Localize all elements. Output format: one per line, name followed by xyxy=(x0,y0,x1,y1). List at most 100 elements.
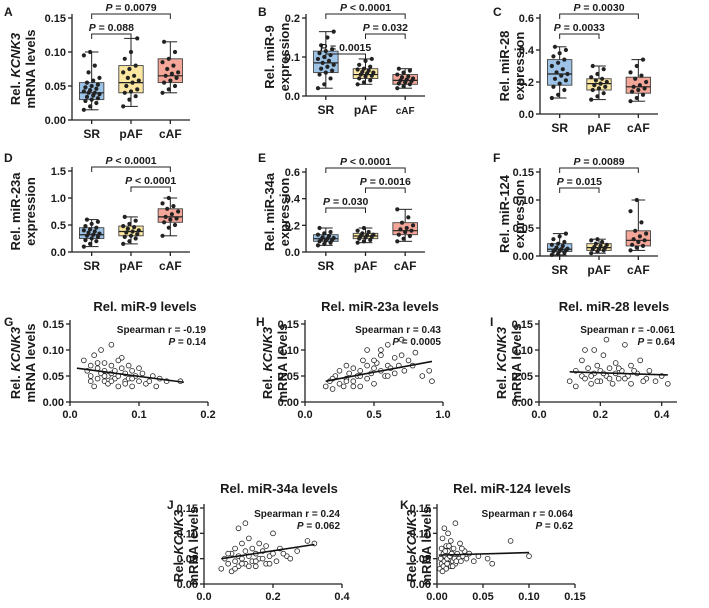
data-point xyxy=(91,383,97,390)
data-point xyxy=(287,555,294,562)
data-point xyxy=(606,375,613,382)
data-point xyxy=(437,555,444,562)
data-point xyxy=(447,538,454,544)
y-axis-label-line2: expression xyxy=(277,23,292,92)
p-value-label: P < 0.0001 xyxy=(125,175,176,187)
data-point xyxy=(458,558,464,564)
data-point xyxy=(378,347,384,353)
data-point xyxy=(97,231,102,236)
data-point xyxy=(582,375,588,382)
data-point xyxy=(360,231,365,236)
y-tick-label: 0.0 xyxy=(519,109,534,121)
data-point xyxy=(320,235,325,240)
data-point xyxy=(136,228,141,233)
data-point xyxy=(133,218,138,223)
data-point xyxy=(330,68,335,73)
data-point xyxy=(121,70,126,75)
data-point xyxy=(403,229,408,235)
data-point xyxy=(166,87,171,92)
data-point xyxy=(563,47,569,53)
data-point xyxy=(368,78,373,83)
x-category-label: cAF xyxy=(394,259,417,273)
y-tick-label: 0.15 xyxy=(512,319,533,331)
data-point xyxy=(124,230,129,235)
data-point xyxy=(94,100,99,106)
chart-title: Rel. miR-34a levels xyxy=(220,481,338,496)
data-point xyxy=(631,84,636,89)
data-point xyxy=(589,97,594,102)
y-tick-label: 0.15 xyxy=(513,167,534,179)
data-point xyxy=(122,214,127,219)
x-category-label: cAF xyxy=(627,121,650,135)
data-point xyxy=(395,207,400,212)
data-point xyxy=(133,63,138,68)
data-point xyxy=(128,49,134,55)
data-point xyxy=(563,78,569,83)
data-point xyxy=(646,367,653,374)
data-point xyxy=(225,560,231,567)
data-point xyxy=(323,49,328,54)
data-point xyxy=(429,378,435,385)
data-point xyxy=(121,104,126,109)
regression-line xyxy=(569,371,668,376)
data-point xyxy=(168,78,173,83)
data-point xyxy=(595,71,600,77)
data-point xyxy=(101,360,108,366)
data-point xyxy=(396,81,401,86)
data-point xyxy=(615,375,622,382)
y-tick-label: 0.5 xyxy=(51,220,66,232)
data-point xyxy=(266,560,273,567)
data-point xyxy=(95,234,101,239)
data-point xyxy=(153,383,160,390)
data-point xyxy=(395,239,400,244)
chart-title: Rel. miR-28 levels xyxy=(559,299,670,314)
data-point xyxy=(329,386,336,392)
data-point xyxy=(169,71,174,76)
p-value-label: P = 0.0016 xyxy=(360,176,411,188)
data-point xyxy=(252,563,259,570)
y-axis-label-line2: expression xyxy=(512,32,527,101)
data-point xyxy=(554,70,559,75)
x-category-label: SR xyxy=(551,121,568,135)
data-point xyxy=(270,530,276,537)
data-point xyxy=(133,94,138,99)
data-point xyxy=(633,76,638,81)
data-point xyxy=(470,558,477,564)
data-point xyxy=(588,373,594,379)
data-point xyxy=(121,223,126,229)
data-point xyxy=(139,370,146,377)
data-point xyxy=(622,341,628,348)
x-category-label: cAF xyxy=(627,263,650,277)
x-category-label: SR xyxy=(551,263,568,277)
p-value-label: P = 0.0015 xyxy=(320,42,371,54)
data-point xyxy=(320,60,325,65)
data-point xyxy=(628,70,633,75)
data-point xyxy=(556,60,561,65)
data-point xyxy=(136,378,142,385)
data-point xyxy=(84,80,90,85)
data-point xyxy=(560,67,565,72)
data-point xyxy=(122,90,127,95)
x-tick-label: 0.10 xyxy=(518,591,539,603)
data-point xyxy=(589,251,594,256)
data-point xyxy=(218,565,225,572)
significance-bracket xyxy=(130,186,171,192)
panel-label: A xyxy=(4,5,13,19)
data-point xyxy=(371,365,377,372)
data-point xyxy=(633,228,638,233)
data-point xyxy=(628,380,634,387)
data-point xyxy=(398,352,405,359)
x-tick-label: 0.4 xyxy=(654,409,670,421)
y-axis-label: Rel. KCNK3 xyxy=(8,326,23,399)
data-point xyxy=(445,530,451,537)
data-point xyxy=(136,365,142,372)
data-point xyxy=(129,375,135,382)
data-point xyxy=(127,97,132,102)
data-point xyxy=(590,63,595,69)
spearman-r-label: Spearman r = 0.24 xyxy=(254,509,340,520)
y-tick-label: 0.10 xyxy=(513,195,534,207)
y-tick-label: 0.6 xyxy=(285,167,300,179)
data-point xyxy=(273,558,280,564)
data-point xyxy=(442,548,449,554)
data-point xyxy=(565,71,570,77)
